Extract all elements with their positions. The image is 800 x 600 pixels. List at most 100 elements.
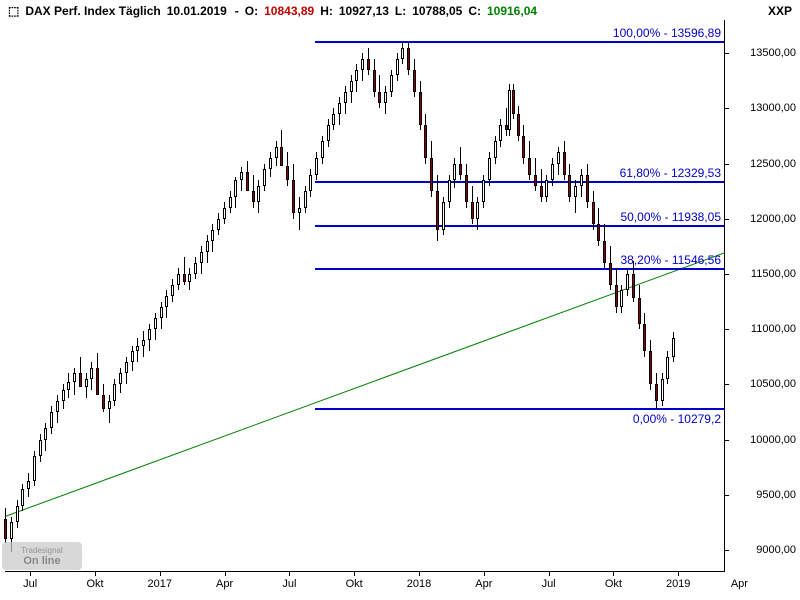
candle-body — [557, 152, 560, 163]
candle-body — [390, 75, 393, 92]
candle-body — [56, 401, 59, 412]
candle-body — [183, 274, 186, 282]
ohlc-o-label: O: — [245, 4, 258, 18]
candle-body — [211, 230, 214, 241]
x-tick-label: Okt — [346, 578, 363, 590]
candle-body — [512, 90, 515, 114]
candle-body — [465, 175, 468, 203]
x-tick-label: 2017 — [148, 578, 172, 590]
candle-body — [528, 158, 531, 175]
candle-body — [592, 202, 595, 224]
candle-body — [471, 202, 474, 219]
header-right-label: XXP — [768, 4, 792, 18]
candle-body — [540, 186, 543, 197]
ohlc-c-value: 10916,04 — [487, 4, 537, 18]
candle-body — [476, 202, 479, 219]
watermark-logo: Tradesignal On line — [2, 542, 82, 570]
x-tick-label: Okt — [86, 578, 103, 590]
candle-body — [407, 48, 410, 70]
candle-body — [165, 296, 168, 307]
candle-body — [373, 70, 376, 92]
candle-body — [632, 274, 635, 298]
candle-body — [384, 92, 387, 103]
candle-body — [661, 379, 664, 401]
candle-body — [240, 172, 243, 180]
candle-body — [459, 164, 462, 175]
x-tick-label: 2018 — [407, 578, 431, 590]
candle-body — [229, 197, 232, 208]
candle-body — [568, 175, 571, 197]
x-axis: JulOkt2017AprJulOkt2018AprJulOkt2019Apr — [5, 572, 725, 600]
candle-body — [534, 175, 537, 186]
chart-plot-area[interactable]: 100,00% - 13596,8961,80% - 12329,5350,00… — [5, 20, 725, 572]
candle-body — [217, 219, 220, 230]
candle-body — [396, 59, 399, 76]
chart-title: DAX Perf. Index Täglich — [25, 4, 160, 18]
candle-body — [361, 59, 364, 70]
fibonacci-line — [315, 225, 724, 227]
candle-body — [597, 224, 600, 241]
chart-date: 10.01.2019 — [167, 4, 227, 18]
candle-body — [67, 382, 70, 390]
candle-body — [615, 285, 618, 307]
candle-body — [188, 274, 191, 282]
candle-body — [263, 169, 266, 186]
y-tick-label: 13000,00 — [750, 102, 796, 114]
ohlc-l-value: 10788,05 — [412, 4, 462, 18]
y-tick-label: 11500,00 — [751, 268, 796, 280]
candle-body — [4, 519, 7, 539]
candle-body — [85, 379, 88, 387]
x-tick-label: Apr — [731, 578, 748, 590]
candle-body — [327, 125, 330, 142]
candle-body — [304, 191, 307, 208]
candle-body — [419, 92, 422, 125]
candle-body — [424, 125, 427, 158]
candle-body — [309, 175, 312, 192]
candle-body — [16, 506, 19, 523]
candle-body — [499, 125, 502, 142]
candle-body — [580, 175, 583, 186]
candle-body — [672, 338, 675, 356]
fibonacci-line — [315, 41, 724, 43]
candle-body — [666, 357, 669, 379]
y-tick-label: 12000,00 — [750, 213, 796, 225]
candle-body — [292, 180, 295, 213]
candle-body — [275, 147, 278, 158]
candle-body — [44, 428, 47, 439]
candle-body — [401, 48, 404, 59]
ohlc-h-value: 10927,13 — [339, 4, 389, 18]
candle-body — [234, 180, 237, 197]
x-tick-label: Jul — [542, 578, 556, 590]
candle-body — [574, 186, 577, 197]
candle-body — [545, 180, 548, 197]
candle-body — [177, 274, 180, 285]
candle-body — [609, 263, 612, 285]
candle-body — [338, 103, 341, 114]
watermark-line1: Tradesignal — [21, 546, 63, 555]
y-tick-label: 13500,00 — [750, 47, 796, 59]
candle-body — [551, 164, 554, 181]
candle-body — [315, 158, 318, 175]
chart-header: ⬚ DAX Perf. Index Täglich 10.01.2019 - O… — [8, 4, 537, 18]
candle-body — [160, 307, 163, 318]
candle-body — [430, 158, 433, 191]
candle-body — [321, 141, 324, 158]
candle-body — [350, 81, 353, 92]
candle-body — [355, 70, 358, 81]
candle-body — [90, 368, 93, 379]
candle-body — [626, 274, 629, 291]
candle-wick — [506, 108, 507, 136]
candle-body — [39, 440, 42, 457]
ohlc-c-label: C: — [468, 4, 481, 18]
candle-body — [102, 395, 105, 408]
candle-body — [252, 191, 255, 202]
candle-body — [508, 90, 511, 131]
candle-body — [517, 114, 520, 136]
candle-body — [655, 384, 658, 401]
candle-body — [603, 241, 606, 263]
candle-body — [378, 92, 381, 103]
candle-body — [108, 401, 111, 409]
y-tick-label: 12500,00 — [750, 158, 796, 170]
candle-body — [10, 522, 13, 539]
y-tick-label: 11000,00 — [751, 323, 796, 335]
